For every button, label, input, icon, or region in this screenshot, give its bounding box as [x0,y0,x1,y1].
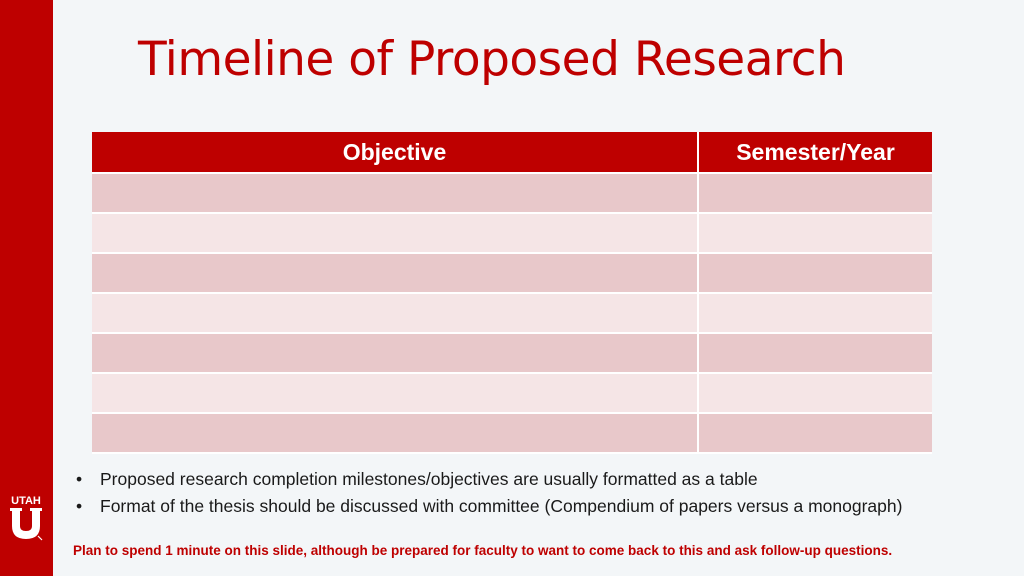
header-objective: Objective [92,132,698,174]
bullet-dot-icon: • [76,496,83,516]
table-row [92,373,932,414]
bullet-dot-icon: • [76,469,83,489]
table-row [92,333,932,374]
semester-year-cell [697,413,932,454]
objective-cell [92,293,698,334]
timeline-table: Objective Semester/Year [92,132,932,454]
bullet-item: • Format of the thesis should be discuss… [76,493,902,520]
objective-cell [92,253,698,294]
semester-year-cell [697,213,932,254]
objective-cell [92,333,698,374]
semester-year-cell [697,293,932,334]
table-row [92,173,932,214]
table-row [92,413,932,454]
objective-cell [92,373,698,414]
presenter-note: Plan to spend 1 minute on this slide, al… [73,543,893,558]
semester-year-cell [697,373,932,414]
objective-cell [92,213,698,254]
university-of-utah-logo: UTAH [10,495,43,541]
semester-year-cell [697,253,932,294]
semester-year-cell [697,173,932,214]
slide-title: Timeline of Proposed Research [138,32,846,87]
table-header-row: Objective Semester/Year [92,132,932,174]
table-row [92,213,932,254]
table-row [92,293,932,334]
semester-year-cell [697,333,932,374]
table-row [92,253,932,294]
bullet-text: Format of the thesis should be discussed… [100,496,903,516]
objective-cell [92,173,698,214]
bullet-list: • Proposed research completion milestone… [76,466,902,520]
header-semester-year: Semester/Year [697,132,932,174]
bullet-text: Proposed research completion milestones/… [100,469,758,489]
objective-cell [92,413,698,454]
logo-text: UTAH [11,495,41,507]
bullet-item: • Proposed research completion milestone… [76,466,902,493]
sidebar-band: UTAH [0,0,53,576]
